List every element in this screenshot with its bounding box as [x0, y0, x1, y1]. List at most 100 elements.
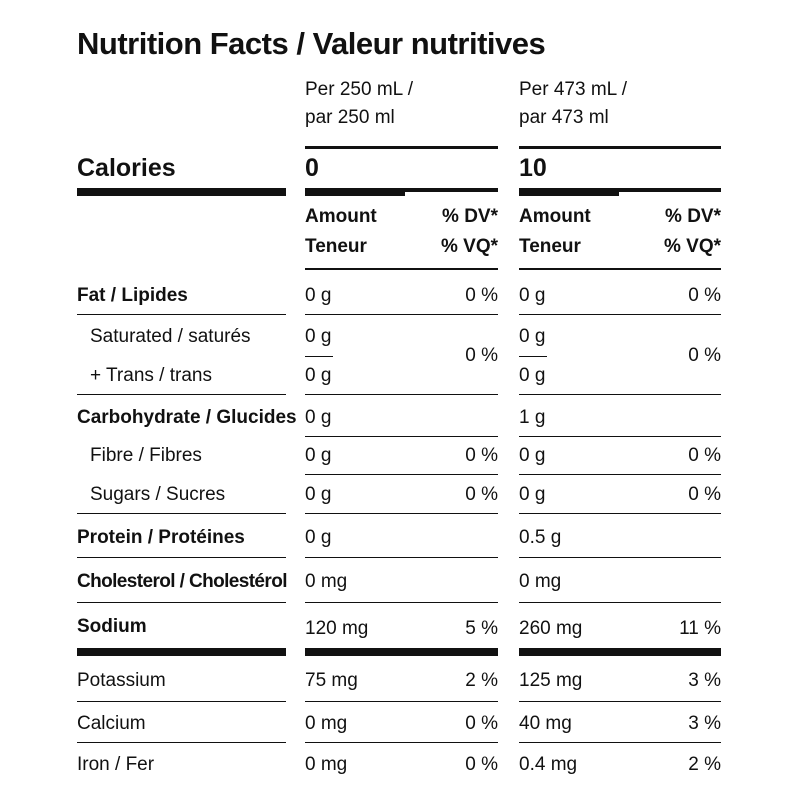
- col2-calories: 10: [519, 154, 547, 182]
- rule-under-sodium-col2: [519, 648, 721, 656]
- nutrient-iron-label: Iron / Fer: [77, 754, 155, 775]
- sugars-col2-amount: 0 g: [519, 484, 546, 505]
- col2-amount-line1: Amount: [519, 206, 591, 227]
- rule-sugars-col1: [305, 513, 498, 514]
- col1-amount-header: Amount Teneur: [305, 202, 377, 262]
- rule-fat-name: [77, 314, 286, 315]
- col1-dv-line1: % DV*: [442, 206, 498, 227]
- rule-potassium-col2: [519, 701, 721, 702]
- potassium-col1-amount: 75 mg: [305, 670, 358, 691]
- nutrient-trans-label: + Trans / trans: [90, 365, 212, 386]
- nutrient-protein-label: Protein / Protéines: [77, 527, 245, 548]
- nutrient-fat-label: Fat / Lipides: [77, 285, 188, 306]
- rule-fibre-col1: [305, 474, 498, 475]
- carb-col1-amount: 0 g: [305, 407, 332, 428]
- rule-protein-name: [77, 557, 286, 558]
- trans-col2-amount: 0 g: [519, 365, 546, 386]
- col1-amount-line2: Teneur: [305, 236, 367, 257]
- rule-under-sodium-name: [77, 648, 286, 656]
- cholesterol-col2-amount: 0 mg: [519, 571, 562, 592]
- rule-sattrans-col1: [305, 394, 498, 395]
- sodium-col2-dv: 11 %: [679, 618, 721, 639]
- sugars-col1-amount: 0 g: [305, 484, 332, 505]
- col1-serving-line2: par 250 ml: [305, 107, 395, 128]
- fat-col2-amount: 0 g: [519, 285, 546, 306]
- trans-col1-amount: 0 g: [305, 365, 332, 386]
- rule-fat-col2: [519, 314, 721, 315]
- iron-col1-dv: 0 %: [465, 754, 498, 775]
- potassium-col1-dv: 2 %: [465, 670, 498, 691]
- carb-col2-amount: 1 g: [519, 407, 546, 428]
- label-title: Nutrition Facts / Valeur nutritives: [77, 26, 546, 61]
- col1-dv-line2: % VQ*: [440, 236, 498, 257]
- rule-fat-col1: [305, 314, 498, 315]
- col2-dv-line1: % DV*: [665, 206, 721, 227]
- rule-cholesterol-col2: [519, 602, 721, 603]
- sugars-col2-dv: 0 %: [688, 484, 721, 505]
- rule-protein-col1: [305, 557, 498, 558]
- rule-cholesterol-name: [77, 602, 286, 603]
- rule-potassium-name: [77, 701, 286, 702]
- calcium-col1-dv: 0 %: [465, 713, 498, 734]
- rule-sattrans-name: [77, 394, 286, 395]
- col2-dv-line2: % VQ*: [663, 236, 721, 257]
- rule-under-subheader-col2: [519, 268, 721, 270]
- potassium-col2-amount: 125 mg: [519, 670, 583, 691]
- sodium-col1-amount: 120 mg: [305, 618, 369, 639]
- protein-col1-amount: 0 g: [305, 527, 332, 548]
- rule-calcium-name: [77, 742, 286, 743]
- rule-under-calories-col1a: [305, 188, 405, 196]
- rule-above-calories-col2: [519, 146, 721, 149]
- rule-sattrans-col1-mid: [305, 356, 333, 357]
- sat-trans-col1-dv: 0 %: [465, 345, 498, 366]
- potassium-col2-dv: 3 %: [688, 670, 721, 691]
- saturated-col2-amount: 0 g: [519, 326, 546, 347]
- iron-col2-dv: 2 %: [688, 754, 721, 775]
- nutrient-potassium-label: Potassium: [77, 670, 166, 691]
- calcium-col2-dv: 3 %: [688, 713, 721, 734]
- fibre-col1-dv: 0 %: [465, 445, 498, 466]
- col1-serving: Per 250 mL / par 250 ml: [305, 76, 413, 132]
- rule-carb-col2: [519, 436, 721, 437]
- nutrient-cholesterol-label: Cholesterol / Cholestérol: [77, 571, 287, 592]
- calories-label: Calories: [77, 154, 176, 182]
- fibre-col2-amount: 0 g: [519, 445, 546, 466]
- cholesterol-col1-amount: 0 mg: [305, 571, 348, 592]
- sat-trans-col2-dv: 0 %: [688, 345, 721, 366]
- col2-amount-header: Amount Teneur: [519, 202, 591, 262]
- nutrient-sugars-label: Sugars / Sucres: [90, 484, 226, 505]
- rule-under-calories-col1b: [405, 188, 498, 192]
- rule-under-calories-name: [77, 188, 286, 196]
- fibre-col1-amount: 0 g: [305, 445, 332, 466]
- rule-under-calories-col2b: [619, 188, 721, 192]
- iron-col1-amount: 0 mg: [305, 754, 348, 775]
- col2-serving-line1: Per 473 mL /: [519, 79, 628, 100]
- fat-col1-amount: 0 g: [305, 285, 332, 306]
- rule-under-subheader-col1: [305, 268, 498, 270]
- rule-under-sodium-col1: [305, 648, 498, 656]
- sodium-col2-amount: 260 mg: [519, 618, 583, 639]
- nutrient-saturated-label: Saturated / saturés: [90, 326, 251, 347]
- col2-dv-header: % DV* % VQ*: [621, 202, 721, 262]
- calcium-col2-amount: 40 mg: [519, 713, 572, 734]
- rule-calcium-col2: [519, 742, 721, 743]
- rule-above-calories-col1: [305, 146, 498, 149]
- rule-sattrans-col2-mid: [519, 356, 547, 357]
- calcium-col1-amount: 0 mg: [305, 713, 348, 734]
- fat-col1-dv: 0 %: [465, 285, 498, 306]
- col1-dv-header: % DV* % VQ*: [398, 202, 498, 262]
- col2-serving-line2: par 473 ml: [519, 107, 609, 128]
- nutrient-sodium-label: Sodium: [77, 616, 147, 637]
- fibre-col2-dv: 0 %: [688, 445, 721, 466]
- rule-under-calories-col2a: [519, 188, 619, 196]
- sugars-col1-dv: 0 %: [465, 484, 498, 505]
- rule-cholesterol-col1: [305, 602, 498, 603]
- saturated-col1-amount: 0 g: [305, 326, 332, 347]
- rule-fibre-col2: [519, 474, 721, 475]
- col1-calories: 0: [305, 154, 319, 182]
- rule-protein-col2: [519, 557, 721, 558]
- nutrient-carb-label: Carbohydrate / Glucides: [77, 407, 297, 428]
- col2-serving: Per 473 mL / par 473 ml: [519, 76, 627, 132]
- col1-amount-line1: Amount: [305, 206, 377, 227]
